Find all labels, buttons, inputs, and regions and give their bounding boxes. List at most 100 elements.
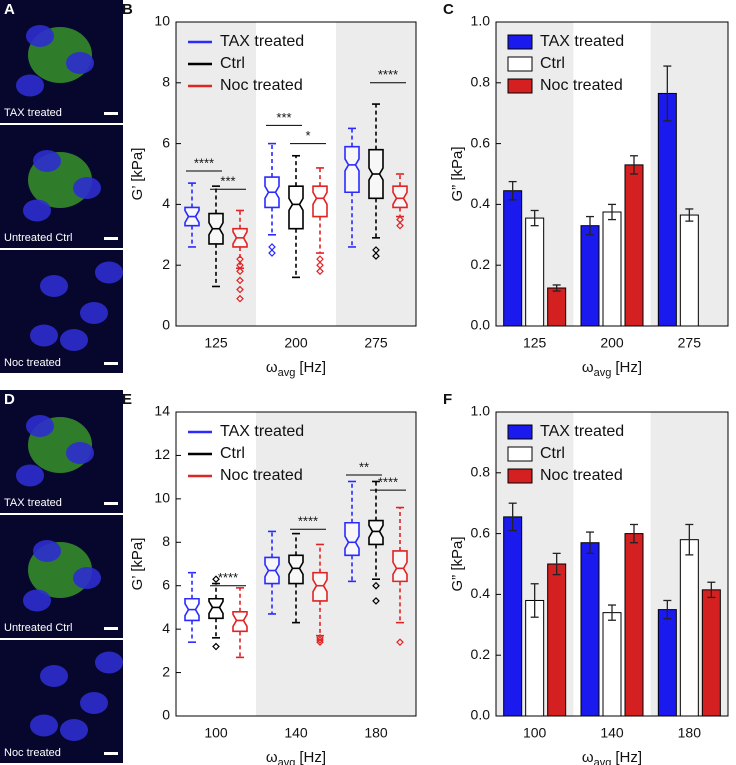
y-tick-label: 8 xyxy=(162,533,170,549)
bar xyxy=(657,92,677,327)
y-tick-label: 1.0 xyxy=(471,403,491,419)
y-tick-label: 6 xyxy=(162,134,170,150)
outlier xyxy=(212,575,220,584)
x-tick-label: 200 xyxy=(600,335,624,351)
bar xyxy=(547,287,567,327)
bar xyxy=(679,214,699,327)
nucleus xyxy=(33,150,61,172)
significance-label: **** xyxy=(194,155,214,170)
y-tick-label: 6 xyxy=(162,576,170,592)
outlier xyxy=(316,261,324,270)
nucleus xyxy=(26,25,54,47)
legend-label: Ctrl xyxy=(220,445,245,462)
panel-letter: B xyxy=(122,1,133,18)
legend-label: Noc treated xyxy=(540,77,623,94)
axes-frame xyxy=(175,21,417,327)
box xyxy=(392,550,408,583)
bar xyxy=(624,533,644,717)
box xyxy=(232,610,248,633)
x-label-symbol: ω xyxy=(582,749,594,765)
bar xyxy=(624,164,644,327)
scale-bar xyxy=(104,237,118,240)
y-tick-label: 4 xyxy=(162,195,170,211)
legend-swatch xyxy=(507,446,533,462)
axes-frame xyxy=(495,21,729,327)
nucleus xyxy=(33,540,61,562)
legend-label: TAX treated xyxy=(540,423,624,440)
x-tick-label: 200 xyxy=(284,335,308,351)
outlier xyxy=(268,249,276,257)
image-caption: Noc treated xyxy=(4,747,61,759)
panel-letter: F xyxy=(443,391,452,408)
x-label-unit: [Hz] xyxy=(299,749,326,765)
nucleus xyxy=(40,275,68,297)
panel-letter: E xyxy=(122,391,132,408)
x-tick-label: 125 xyxy=(523,335,547,351)
x-label-symbol: ω xyxy=(266,359,278,376)
y-tick-label: 0.6 xyxy=(471,134,491,150)
x-tick-label: 140 xyxy=(284,725,308,741)
y-tick-label: 0.4 xyxy=(471,195,491,211)
nucleus xyxy=(30,324,58,347)
box xyxy=(344,521,360,557)
y-tick-label: 10 xyxy=(154,13,170,29)
y-tick-label: 14 xyxy=(154,403,170,419)
bar xyxy=(602,211,622,327)
legend-label: Noc treated xyxy=(540,467,623,484)
x-label-unit: [Hz] xyxy=(615,359,642,376)
outlier xyxy=(372,597,380,605)
legend-swatch xyxy=(507,424,533,440)
bar xyxy=(701,589,721,717)
significance-label: **** xyxy=(298,514,318,529)
outlier xyxy=(396,221,404,230)
y-tick-label: 0.4 xyxy=(471,585,491,601)
x-tick-label: 180 xyxy=(364,725,388,741)
image-caption: Untreated Ctrl xyxy=(4,622,72,634)
legend-label: Ctrl xyxy=(220,55,245,72)
outlier xyxy=(236,267,244,276)
outlier xyxy=(236,285,244,294)
significance-label: *** xyxy=(276,110,291,125)
significance-label: **** xyxy=(218,570,238,585)
legend-swatch xyxy=(507,78,533,94)
nucleus xyxy=(16,464,44,487)
outlier xyxy=(212,642,220,651)
nucleus xyxy=(66,52,94,74)
x-axis-label: ωavg [Hz] xyxy=(582,749,642,765)
x-label-symbol: ω xyxy=(582,359,594,376)
outlier xyxy=(396,638,404,647)
bar xyxy=(503,190,523,327)
nucleus xyxy=(16,74,44,97)
nucleus xyxy=(66,442,94,464)
legend-label: Noc treated xyxy=(220,467,303,484)
y-tick-label: 0.8 xyxy=(471,74,491,90)
x-label-symbol: ω xyxy=(266,749,278,765)
bar xyxy=(580,225,600,327)
y-tick-label: 0.8 xyxy=(471,464,491,480)
y-axis-label: G’ [kPa] xyxy=(129,148,146,201)
image-caption: Untreated Ctrl xyxy=(4,232,72,244)
bar xyxy=(525,217,545,327)
y-tick-label: 1.0 xyxy=(471,13,491,29)
significance-label: ** xyxy=(359,459,369,474)
box xyxy=(208,597,224,620)
legend-label: Ctrl xyxy=(540,445,565,462)
nucleus xyxy=(23,199,51,222)
x-tick-label: 100 xyxy=(204,725,228,741)
nucleus xyxy=(73,567,101,589)
outlier xyxy=(316,638,324,647)
scale-bar xyxy=(104,502,118,505)
outlier xyxy=(236,294,244,303)
x-label-unit: [Hz] xyxy=(615,749,642,765)
axes-frame xyxy=(495,411,729,717)
x-tick-label: 100 xyxy=(523,725,547,741)
box xyxy=(368,519,384,546)
outlier xyxy=(372,581,380,590)
bar xyxy=(547,563,567,717)
bar xyxy=(503,516,523,717)
scale-bar xyxy=(104,362,118,365)
nucleus xyxy=(60,719,88,741)
significance-label: **** xyxy=(378,475,398,490)
scale-bar xyxy=(104,112,118,115)
